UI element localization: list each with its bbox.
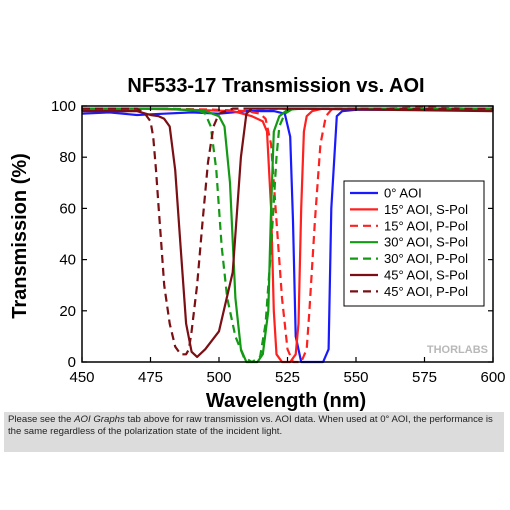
- y-tick-label: 20: [59, 303, 76, 320]
- caption: Please see the AOI Graphs tab above for …: [4, 412, 504, 452]
- x-tick-label: 475: [138, 369, 163, 386]
- legend-label-5: 45° AOI, S-Pol: [384, 268, 468, 283]
- y-tick-label: 100: [51, 98, 76, 115]
- x-tick-label: 600: [480, 369, 505, 386]
- legend-label-4: 30° AOI, P-Pol: [384, 251, 468, 266]
- x-tick-label: 500: [206, 369, 231, 386]
- legend-label-6: 45° AOI, P-Pol: [384, 284, 468, 299]
- x-tick-label: 550: [343, 369, 368, 386]
- chart-title: NF533-17 Transmission vs. AOI: [127, 75, 424, 97]
- legend-label-1: 15° AOI, S-Pol: [384, 202, 468, 217]
- y-tick-label: 40: [59, 252, 76, 269]
- caption-text-1: Please see the: [8, 414, 75, 425]
- y-tick-label: 0: [68, 354, 76, 371]
- y-tick-label: 80: [59, 149, 76, 166]
- chart: NF533-17 Transmission vs. AOI Transmissi…: [9, 75, 506, 412]
- x-tick-label: 525: [275, 369, 300, 386]
- y-axis-label: Transmission (%): [9, 153, 31, 319]
- caption-link-aoi-graphs: AOI Graphs: [74, 414, 125, 425]
- thorlabs-watermark: THORLABS: [427, 344, 488, 356]
- x-tick-label: 450: [69, 369, 94, 386]
- legend-label-3: 30° AOI, S-Pol: [384, 235, 468, 250]
- series-line-6: [82, 107, 493, 356]
- series-line-5: [82, 107, 494, 358]
- caption-text-2: tab above for raw transmission vs. AOI d…: [8, 414, 493, 437]
- legend-label-2: 15° AOI, P-Pol: [384, 218, 468, 233]
- legend-box: [343, 180, 485, 307]
- x-tick-label: 575: [412, 369, 437, 386]
- y-tick-label: 60: [59, 200, 76, 217]
- ticks-layer: 450 475 500 525 550 575 600 0 20 40 60 80 100: [51, 98, 506, 386]
- legend-label-0: 0° AOI: [384, 186, 422, 201]
- x-axis-label: Wavelength (nm): [206, 390, 366, 412]
